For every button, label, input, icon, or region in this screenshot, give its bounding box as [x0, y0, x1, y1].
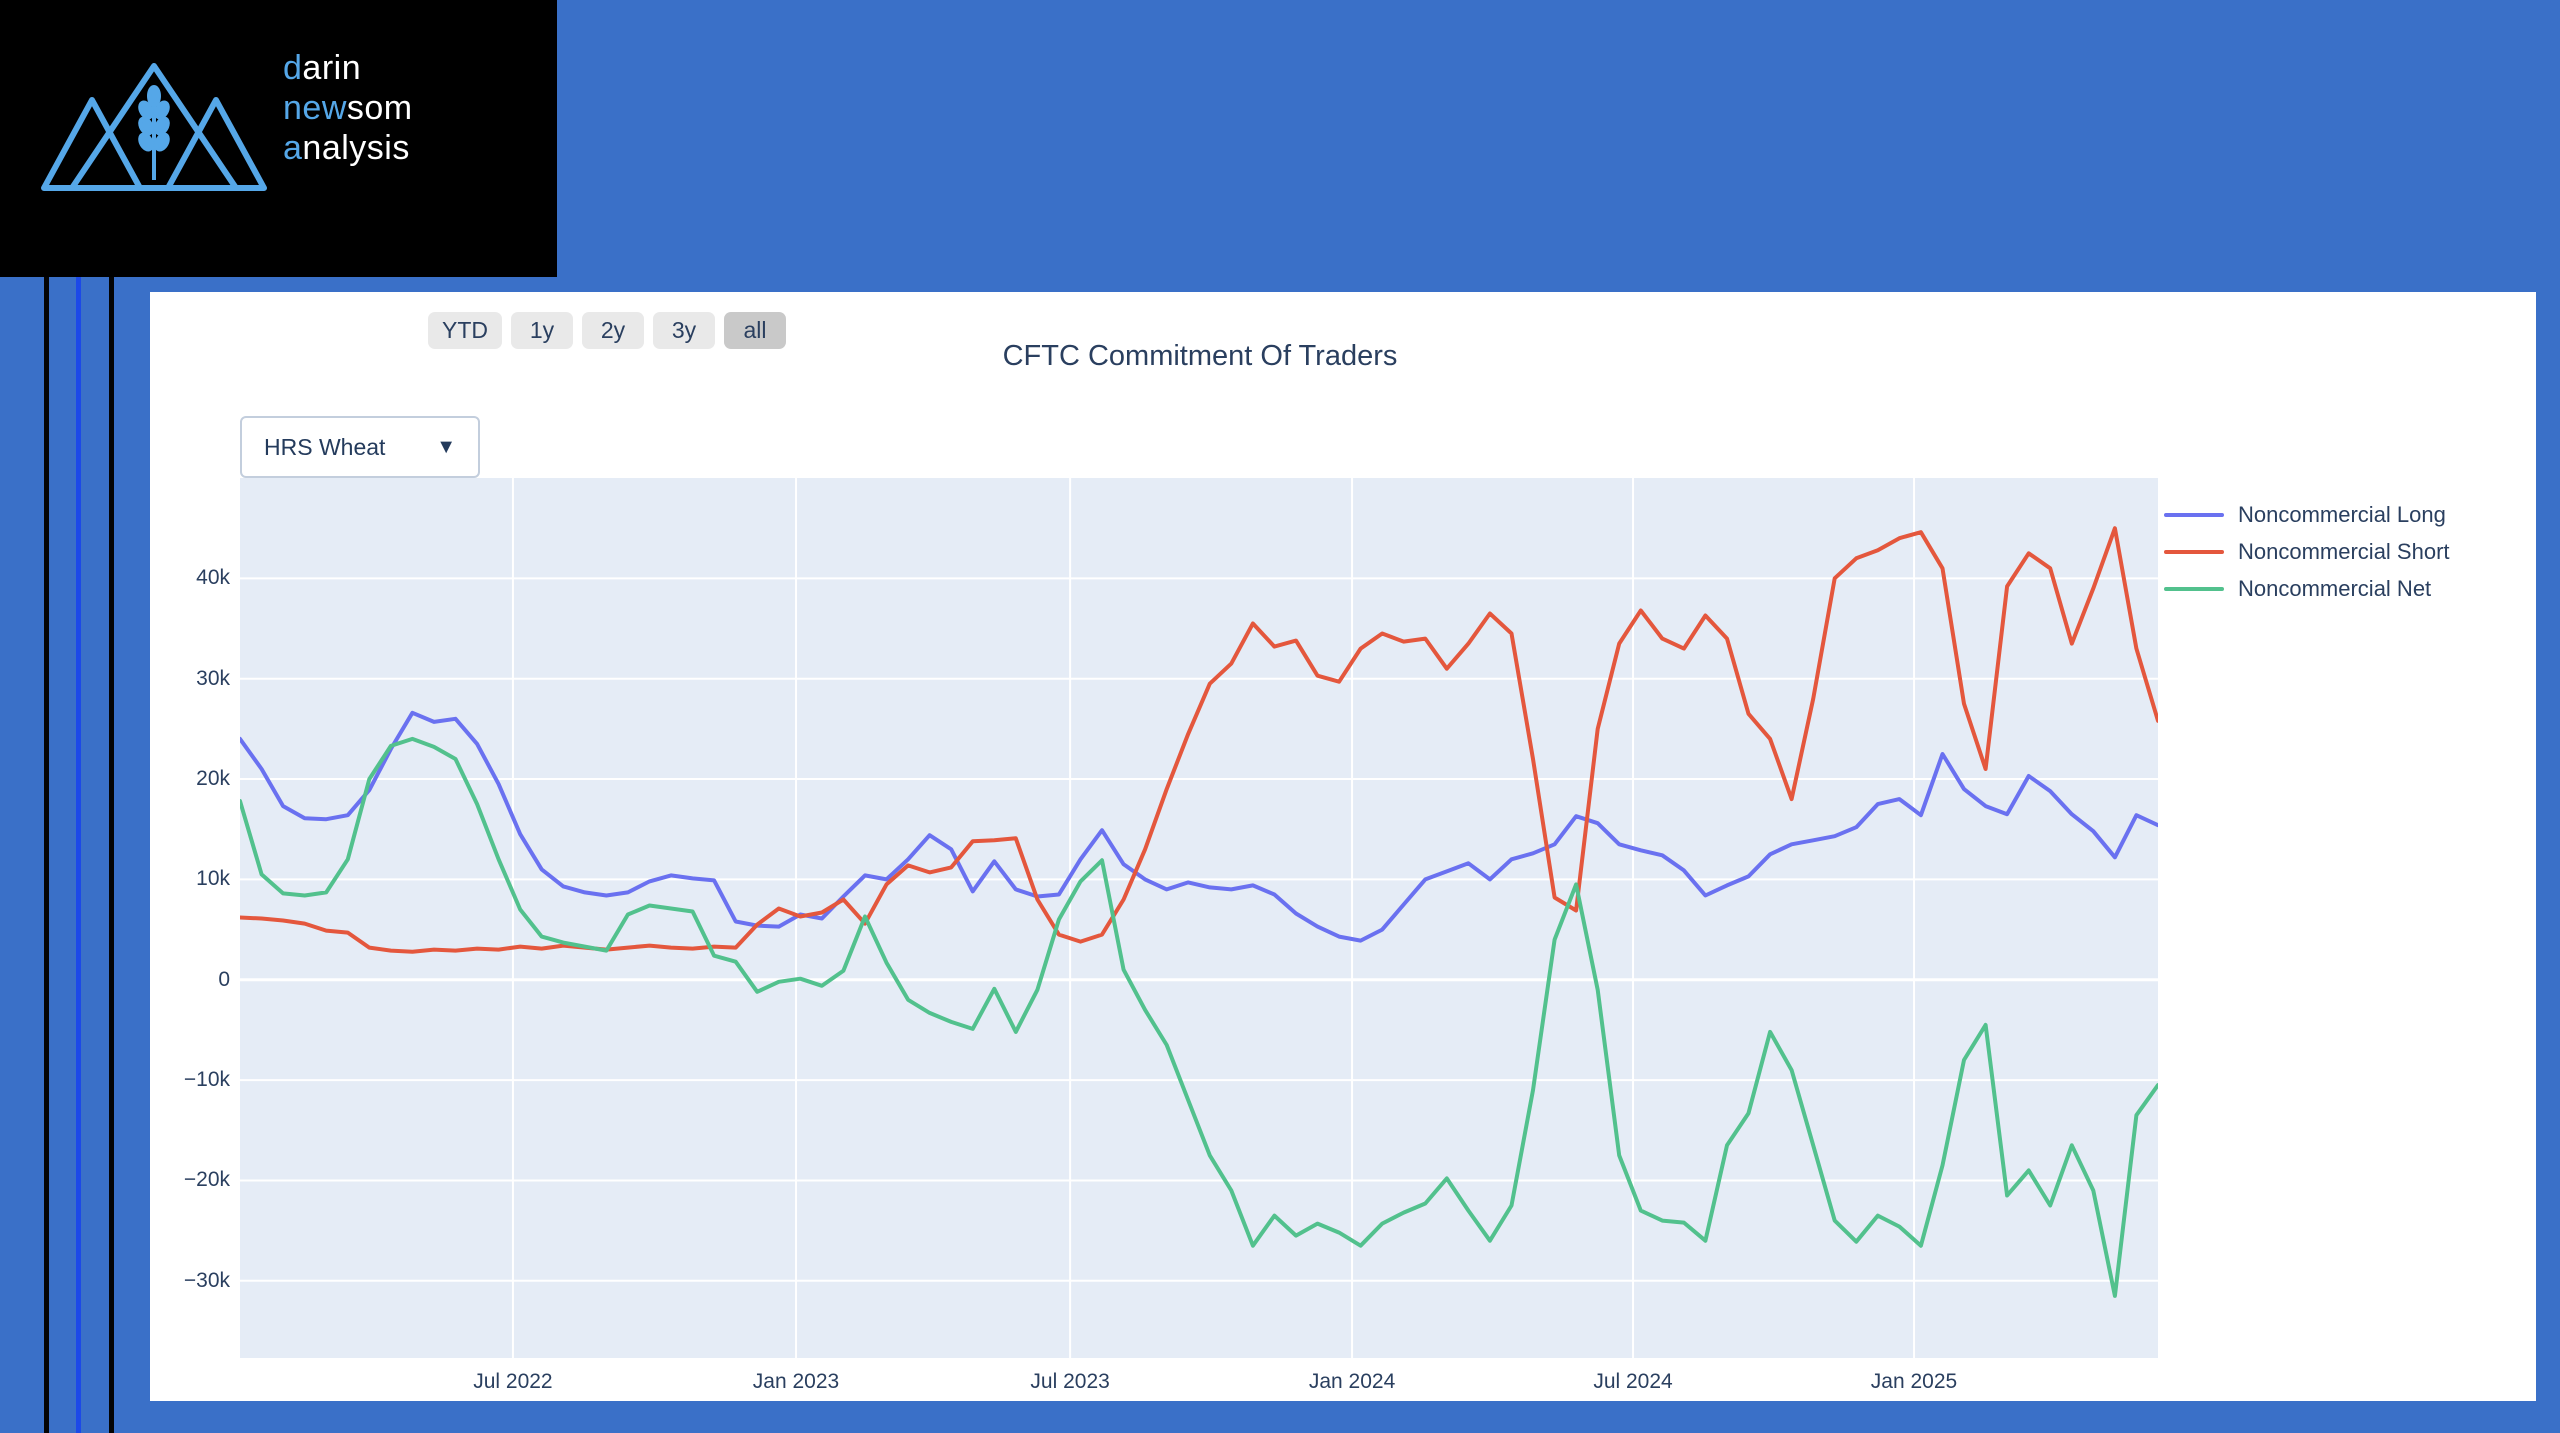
chart-title: CFTC Commitment Of Traders	[1002, 340, 1398, 372]
x-tick-label: Jul 2022	[473, 1370, 553, 1393]
series-line-noncommercial-long	[238, 710, 2160, 943]
y-tick-label: −10k	[183, 1068, 230, 1092]
y-tick-label: 20k	[196, 767, 230, 791]
legend-swatch-icon	[2164, 549, 2224, 554]
legend-item[interactable]: Noncommercial Long	[2164, 496, 2450, 533]
range-selector: YTD 1y 2y 3y all	[428, 312, 786, 349]
legend-swatch-icon	[2164, 586, 2224, 591]
logo: darin newsom analysis	[0, 0, 557, 277]
x-tick-label: Jan 2025	[1870, 1370, 1958, 1393]
x-tick-label: Jan 2024	[1308, 1370, 1396, 1393]
y-tick-label: −30k	[183, 1268, 230, 1292]
plot-background	[240, 478, 2158, 1358]
logo-mountains-wheat-icon	[41, 63, 267, 191]
left-accent-stripe	[76, 0, 81, 1433]
range-button-2y[interactable]: 2y	[582, 312, 644, 349]
y-tick-label: 40k	[196, 566, 230, 590]
range-button-3y[interactable]: 3y	[653, 312, 715, 349]
chevron-down-icon: ▼	[436, 435, 456, 458]
plot-area[interactable]	[238, 478, 2160, 1358]
logo-wordmark: darin newsom analysis	[283, 49, 413, 167]
legend-item[interactable]: Noncommercial Net	[2164, 570, 2450, 607]
x-tick-label: Jul 2023	[1030, 1370, 1110, 1393]
y-tick-label: −20k	[183, 1168, 230, 1192]
y-tick-label: 0	[218, 967, 230, 991]
x-tick-label: Jan 2023	[752, 1370, 840, 1393]
x-tick-label: Jul 2024	[1593, 1370, 1673, 1393]
legend-label: Noncommercial Net	[2238, 575, 2432, 601]
range-button-ytd[interactable]: YTD	[428, 312, 502, 349]
range-button-all[interactable]: all	[724, 312, 786, 349]
line-chart	[238, 478, 2160, 1358]
legend: Noncommercial Long Noncommercial Short Non…	[2164, 496, 2450, 607]
y-tick-label: 30k	[196, 666, 230, 690]
commodity-dropdown[interactable]: HRS Wheat ▼	[240, 416, 480, 478]
chart-card: YTD 1y 2y 3y all CFTC Commitment Of Traders …	[150, 292, 2536, 1401]
range-button-1y[interactable]: 1y	[511, 312, 573, 349]
series-line-noncommercial-net	[238, 736, 2160, 1298]
series-line-noncommercial-short	[238, 526, 2160, 954]
y-tick-label: 10k	[196, 867, 230, 891]
left-black-stripe-1	[44, 0, 49, 1433]
left-black-stripe-2	[109, 0, 114, 1433]
legend-item[interactable]: Noncommercial Short	[2164, 533, 2450, 570]
legend-swatch-icon	[2164, 512, 2224, 517]
commodity-dropdown-value: HRS Wheat	[264, 433, 386, 460]
legend-label: Noncommercial Short	[2238, 538, 2450, 564]
legend-label: Noncommercial Long	[2238, 501, 2446, 527]
